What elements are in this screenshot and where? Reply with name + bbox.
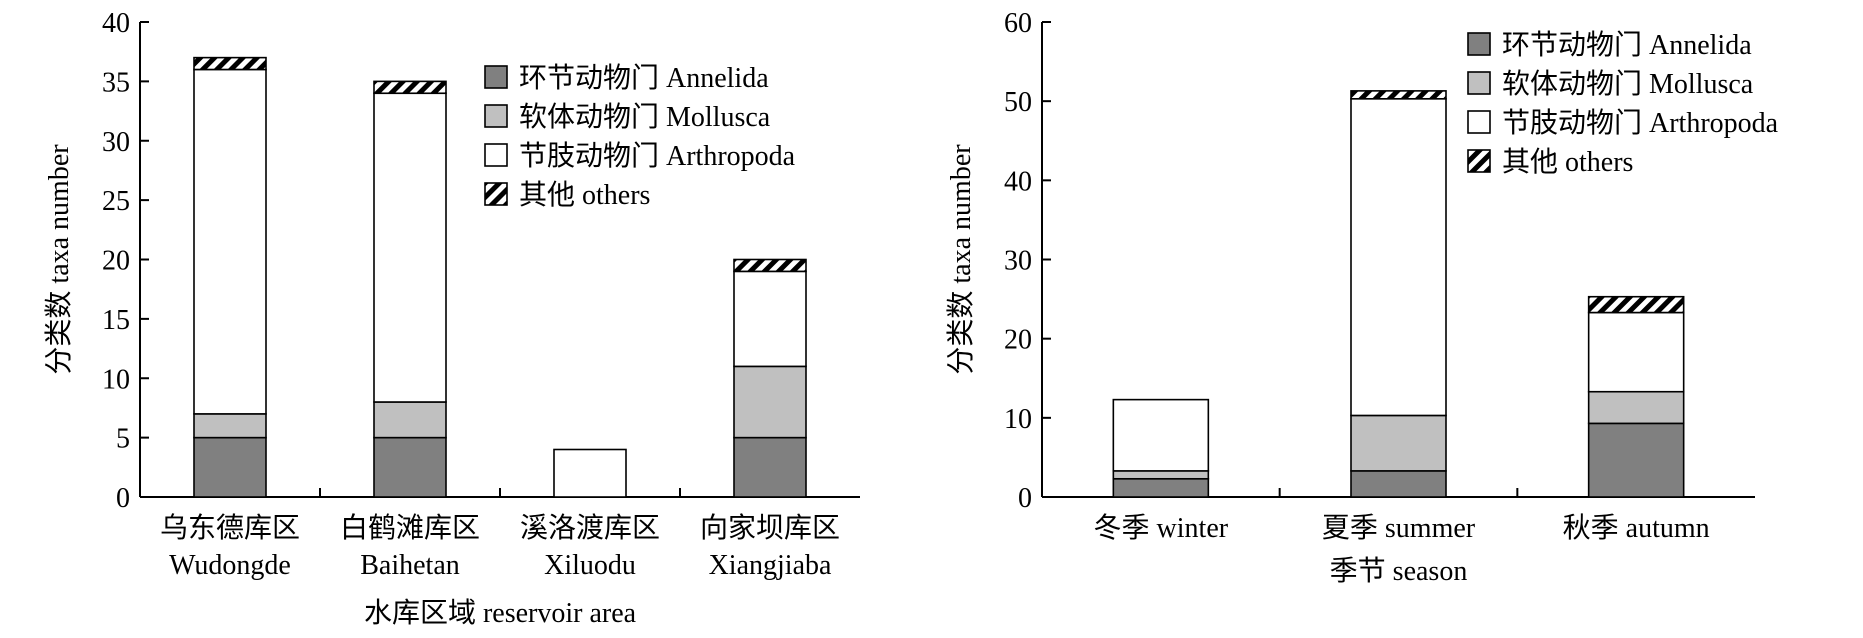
y-tick-label: 35 [102, 67, 130, 98]
x-axis-label: 水库区域 reservoir area [364, 597, 637, 629]
legend-swatch [1467, 71, 1491, 95]
y-tick-label: 60 [1004, 8, 1032, 39]
y-tick-label: 30 [1004, 246, 1032, 277]
x-axis-label: 季节 season [1330, 555, 1468, 587]
y-tick-label: 40 [1004, 166, 1032, 197]
bar-segment [1587, 422, 1685, 498]
x-tick-label: 乌东德库区 Wudongde [160, 512, 300, 581]
bar-segment [1587, 295, 1685, 314]
y-axis-label: 分类数 taxa number [945, 144, 977, 375]
x-tick-label: 白鹤滩库区 Baihetan [340, 512, 480, 581]
legend-label: 软体动物门 Mollusca [519, 101, 771, 133]
y-tick-label: 20 [1004, 325, 1032, 356]
y-tick-label: 10 [102, 364, 130, 395]
legend-label: 软体动物门 Mollusca [1502, 68, 1754, 100]
x-tick-label: 溪洛渡库区 Xiluodu [520, 512, 660, 581]
bar-segment [553, 448, 627, 498]
legend-swatch [484, 65, 508, 89]
legend-label: 节肢动物门 Arthropoda [519, 140, 796, 172]
bar-segment [1350, 414, 1447, 472]
x-tick-label: 冬季 winter [1094, 512, 1229, 544]
bar-segment [1112, 470, 1210, 480]
legend-label: 节肢动物门 Arthropoda [1502, 107, 1779, 139]
bar-segment [373, 92, 447, 403]
bar-segment [1112, 477, 1210, 498]
y-tick-label: 10 [1004, 404, 1032, 435]
legend-swatch [1467, 32, 1491, 56]
y-axis-label: 分类数 taxa number [43, 144, 75, 375]
bar-segment [193, 56, 267, 71]
legend-swatch [484, 182, 508, 206]
bar-segment [193, 436, 267, 498]
legend-label: 环节动物门 Annelida [1502, 29, 1752, 61]
y-tick-label: 5 [116, 424, 130, 455]
y-tick-label: 0 [1018, 483, 1032, 514]
y-tick-label: 40 [102, 8, 130, 39]
legend-label: 环节动物门 Annelida [519, 62, 769, 94]
bar-segment [1350, 470, 1447, 498]
bar-segment [193, 68, 267, 415]
y-tick-label: 20 [102, 246, 130, 277]
legend-swatch [1467, 149, 1491, 173]
chart-reservoir-area: 0 5 10 15 20 25 30 35 40 乌东德库区 Wudongde 白鹤滩库区 Baihet… [43, 8, 860, 629]
y-tick-label: 25 [102, 186, 130, 217]
bar-segment [1112, 398, 1210, 472]
bar-segment [193, 413, 267, 439]
legend-swatch [484, 104, 508, 128]
bar-segment [1350, 90, 1447, 100]
y-tick-label: 0 [116, 483, 130, 514]
x-tick-label: 向家坝库区 Xiangjiaba [700, 512, 840, 581]
bar-segment [733, 270, 807, 368]
bar-segment [1587, 311, 1685, 393]
chart-season: 0 10 20 30 40 50 60 冬季 winter 夏季 summer 秋季 autumn… [945, 8, 1779, 587]
legend-label: 其他 others [519, 179, 650, 211]
bar-segment [733, 258, 807, 273]
bar-segment [373, 401, 447, 439]
x-tick-label: 夏季 summer [1322, 512, 1476, 544]
bar-segment [1587, 390, 1685, 425]
bar-segment [373, 436, 447, 498]
bar-segment [373, 80, 447, 95]
legend-swatch [1467, 110, 1491, 134]
y-tick-label: 15 [102, 305, 130, 336]
bar-segment [733, 436, 807, 498]
y-tick-label: 50 [1004, 87, 1032, 118]
legend-swatch [484, 143, 508, 167]
legend-label: 其他 others [1502, 146, 1633, 178]
bar-segment [1350, 97, 1447, 417]
y-tick-label: 30 [102, 127, 130, 158]
bar-segment [733, 365, 807, 439]
x-tick-label: 秋季 autumn [1563, 512, 1710, 544]
